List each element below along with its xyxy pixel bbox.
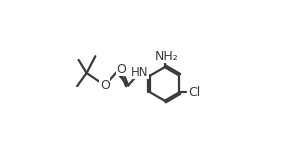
Text: Cl: Cl [189, 86, 201, 99]
Text: HN: HN [131, 66, 149, 79]
Text: O: O [100, 79, 110, 92]
Text: NH₂: NH₂ [155, 50, 178, 63]
Text: O: O [117, 63, 126, 76]
